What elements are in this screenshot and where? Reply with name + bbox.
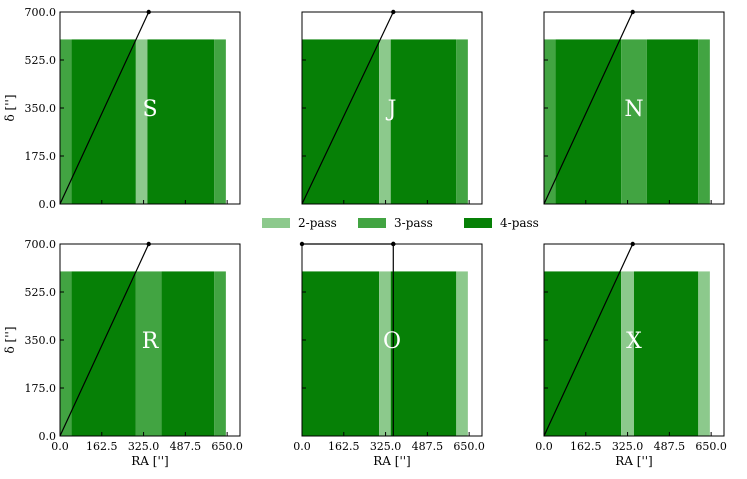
coverage-band-3-pass — [135, 271, 162, 436]
coverage-band-3-pass — [456, 39, 468, 204]
legend-swatch — [464, 218, 492, 228]
coverage-band-4-pass — [555, 39, 622, 204]
panel-letter: X — [626, 329, 642, 354]
panel-letter: J — [386, 97, 397, 122]
y-tick-label: 175.0 — [25, 150, 57, 163]
y-axis-label: δ [''] — [3, 95, 17, 122]
legend-item-3-pass: 3-pass — [358, 216, 433, 230]
x-tick-label: 0.0 — [51, 440, 69, 453]
panel-r: R 0.0 175.0 350.0 525.0 700.0 δ [''] 0.0 162.5 32… — [3, 238, 243, 468]
x-tick-label: 325.0 — [370, 440, 402, 453]
x-tick-label: 162.5 — [86, 440, 118, 453]
legend-label: 4-pass — [500, 216, 539, 230]
coverage-band-2-pass — [698, 271, 710, 436]
x-tick-label: 487.5 — [412, 440, 444, 453]
coverage-band-2-pass — [135, 39, 148, 204]
panel-letter: N — [624, 97, 643, 122]
legend-item-4-pass: 4-pass — [464, 216, 539, 230]
legend-label: 3-pass — [394, 216, 433, 230]
y-tick-label: 525.0 — [25, 54, 57, 67]
track-line — [543, 243, 634, 437]
x-tick-label: 650.0 — [695, 440, 727, 453]
y-tick-label: 350.0 — [25, 334, 57, 347]
coverage-band-4-pass — [71, 39, 136, 204]
panel-s: S 0.0 175.0 350.0 525.0 700.0 δ [''] — [3, 6, 241, 211]
coverage-band-3-pass — [60, 39, 72, 204]
y-tick-label: 700.0 — [25, 238, 57, 251]
coverage-band-4-pass — [147, 39, 215, 204]
y-tick-label: 525.0 — [25, 286, 57, 299]
x-tick-label: 325.0 — [128, 440, 160, 453]
panel-letter: R — [142, 329, 160, 354]
panel-o: O 0.0 162.5 325.0 487.5 650.0 RA [''] — [293, 241, 485, 468]
x-tick-label: 487.5 — [654, 440, 686, 453]
coverage-band-2-pass — [379, 39, 391, 204]
coverage-band-3-pass — [621, 39, 647, 204]
x-tick-label: 487.5 — [170, 440, 202, 453]
coverage-band-2-pass — [621, 271, 634, 436]
x-tick-label: 0.0 — [535, 440, 553, 453]
panel-n: N — [543, 9, 725, 205]
panels: S 0.0 175.0 350.0 525.0 700.0 δ [''] J N R 0.0 175.… — [3, 6, 727, 468]
y-tick-label: 0.0 — [39, 198, 57, 211]
track-line — [543, 11, 634, 205]
coverage-band-4-pass — [634, 271, 699, 436]
coverage-band-4-pass — [390, 39, 457, 204]
coverage-band-4-pass — [646, 39, 699, 204]
coverage-band-4-pass — [161, 271, 215, 436]
x-axis-label: RA [''] — [131, 454, 168, 468]
x-tick-label: 325.0 — [612, 440, 644, 453]
legend-label: 2-pass — [298, 216, 337, 230]
coverage-band-2-pass — [379, 271, 391, 436]
track-line — [301, 11, 394, 205]
coverage-band-4-pass — [390, 271, 457, 436]
y-tick-label: 700.0 — [25, 6, 57, 19]
y-tick-label: 175.0 — [25, 382, 57, 395]
coverage-band-3-pass — [214, 271, 226, 436]
x-tick-label: 162.5 — [328, 440, 360, 453]
legend: 2-pass 3-pass 4-pass — [262, 216, 539, 230]
x-tick-label: 0.0 — [293, 440, 311, 453]
y-axis-label: δ [''] — [3, 327, 17, 354]
panel-letter: S — [142, 97, 157, 122]
coverage-band-4-pass — [71, 271, 136, 436]
coverage-band-3-pass — [214, 39, 226, 204]
panel-letter: O — [383, 329, 401, 354]
panel-j: J — [301, 9, 483, 205]
legend-item-2-pass: 2-pass — [262, 216, 337, 230]
coverage-band-2-pass — [456, 271, 468, 436]
x-axis-label: RA [''] — [373, 454, 410, 468]
coverage-band-3-pass — [60, 271, 72, 436]
coverage-band-3-pass — [544, 39, 556, 204]
x-tick-label: 162.5 — [570, 440, 602, 453]
y-tick-label: 350.0 — [25, 102, 57, 115]
track-line — [59, 11, 150, 205]
coverage-band-4-pass — [302, 271, 380, 436]
x-axis-label: RA [''] — [615, 454, 652, 468]
panel-x: X 0.0 162.5 325.0 487.5 650.0 RA [''] — [535, 241, 727, 468]
legend-swatch — [262, 218, 290, 228]
legend-swatch — [358, 218, 386, 228]
y-tick-label: 0.0 — [39, 430, 57, 443]
x-tick-label: 650.0 — [211, 440, 243, 453]
coverage-band-3-pass — [698, 39, 710, 204]
x-tick-label: 650.0 — [453, 440, 485, 453]
track-line — [59, 243, 150, 437]
